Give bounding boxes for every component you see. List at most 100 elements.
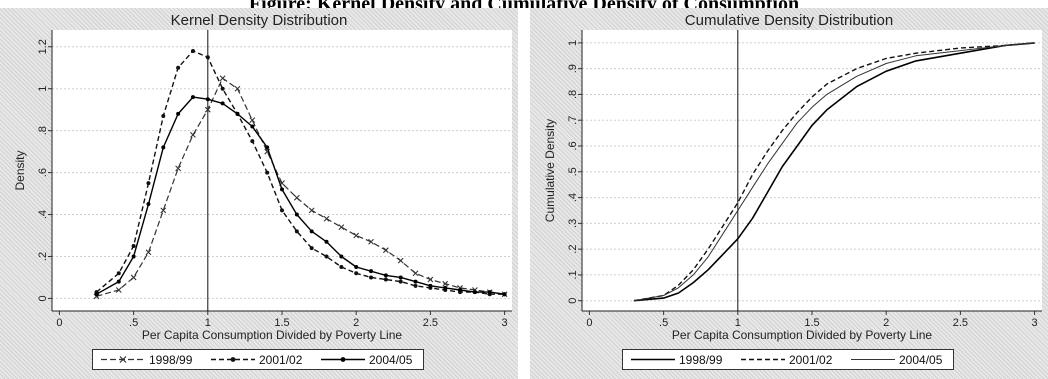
legend-swatch-icon [211,357,255,362]
plot-area [582,30,1042,311]
data-point [398,275,403,280]
data-point [442,280,449,287]
legend-item-1998-99: 1998/99 [99,350,209,369]
legend-label: 1998/99 [149,353,193,367]
data-point [219,75,226,82]
data-point [458,288,463,293]
data-point [308,207,315,214]
series-line-2001-02 [96,50,505,295]
x-tick-label: 1.5 [274,317,289,329]
data-point [131,254,136,259]
y-tick-label: 0 [567,298,579,304]
data-point [161,113,166,118]
chart-legend: 1998/99 2001/02 2004/05 [92,349,424,370]
legend-item-2004-05: 2004/05 [849,350,953,369]
legend-item-1998-99: 1998/99 [629,350,739,369]
y-tick-label: .5 [567,167,579,176]
kernel-density-chart: 0 .2 .4 .6 .8 1 1.2 0 .5 1 1.5 2 2.5 3 Per Capita Cons… [13,30,512,342]
data-point [161,145,166,150]
chart-legend: 1998/99 2001/02 2004/05 [622,349,954,370]
data-point [294,212,299,217]
cumulative-density-chart: 0 .1 .2 .3 .4 .5 .6 .7 .8 .9 1 0 .5 1 1.5 2 2.5 3 Per Capi… [543,30,1042,342]
data-point [354,264,359,269]
data-point [383,273,388,278]
data-point [130,274,137,281]
y-axis-label: Density [13,150,27,190]
data-point [427,276,434,283]
y-tick-label: .1 [567,270,579,279]
x-tick-label: 2 [353,317,359,329]
data-point [472,290,477,295]
data-point [280,208,284,213]
y-tick-label: .7 [567,116,579,125]
data-point [204,106,211,113]
x-tick-label: 2.5 [953,317,968,329]
data-point [94,292,99,297]
series-line-2004-05 [96,96,505,295]
data-point [146,202,151,207]
data-point [115,287,122,293]
data-point [339,264,344,269]
x-tick-label: 3 [1032,317,1038,329]
data-point [324,239,329,244]
data-point [383,277,388,282]
data-point [116,279,121,284]
data-point [309,229,314,234]
data-point [443,285,448,290]
legend-item-2004-05: 2004/05 [319,350,423,369]
y-tick-label: .8 [37,126,49,135]
data-point [176,65,181,70]
x-tick-label: 3 [502,317,508,329]
kernel-density-panel: 0 .2 .4 .6 .8 1 1.2 0 .5 1 1.5 2 2.5 3 Per Capita Cons… [0,8,518,379]
x-tick-label: 0 [56,317,62,329]
data-point [412,270,419,277]
data-point [487,290,492,295]
y-tick-label: 0 [37,295,49,301]
data-point [369,269,374,274]
x-tick-label: 2.5 [423,317,438,329]
data-point [382,247,389,254]
y-tick-label: 1 [37,86,49,92]
data-point [145,249,152,256]
series-line-2001-02 [633,42,1035,302]
chart-title: Cumulative Density Distribution [684,12,894,29]
legend-item-2001-02: 2001/02 [209,350,319,369]
series-line-1998-99 [633,42,1035,302]
legend-swatch-icon [631,358,675,361]
legend-item-2001-02: 2001/02 [739,350,849,369]
data-point [265,170,270,175]
data-point [353,232,360,239]
data-point [249,117,256,124]
data-point [250,124,255,129]
y-tick-label: .4 [37,210,49,219]
data-point [220,86,225,91]
data-point [250,139,255,144]
figure-banner: Figure: Kernel Density and Cumulative De… [0,0,1048,8]
data-point [190,95,195,100]
y-tick-label: .6 [37,168,49,177]
data-point [413,279,418,284]
x-axis-label: Per Capita Consumption Divided by Povert… [672,328,932,342]
legend-label: 2001/02 [789,353,833,367]
data-point [175,165,182,172]
series-line-1998-99 [96,77,505,297]
data-point [205,97,210,102]
x-tick-label: .5 [129,317,138,329]
data-point [146,181,151,186]
data-point [324,254,329,259]
y-tick-label: .6 [567,141,579,150]
data-point [339,254,344,259]
data-point [176,111,181,116]
data-point [234,85,241,92]
data-point [338,224,345,231]
y-tick-label: .8 [567,90,579,99]
x-tick-label: .5 [659,317,668,329]
data-point [265,145,270,150]
data-point [309,246,314,251]
legend-label: 1998/99 [679,353,723,367]
chart-title: Kernel Density Distribution [170,12,348,29]
y-tick-label: .2 [37,252,49,261]
data-point [323,215,330,222]
x-tick-label: 1 [735,317,741,329]
data-point [294,229,299,234]
